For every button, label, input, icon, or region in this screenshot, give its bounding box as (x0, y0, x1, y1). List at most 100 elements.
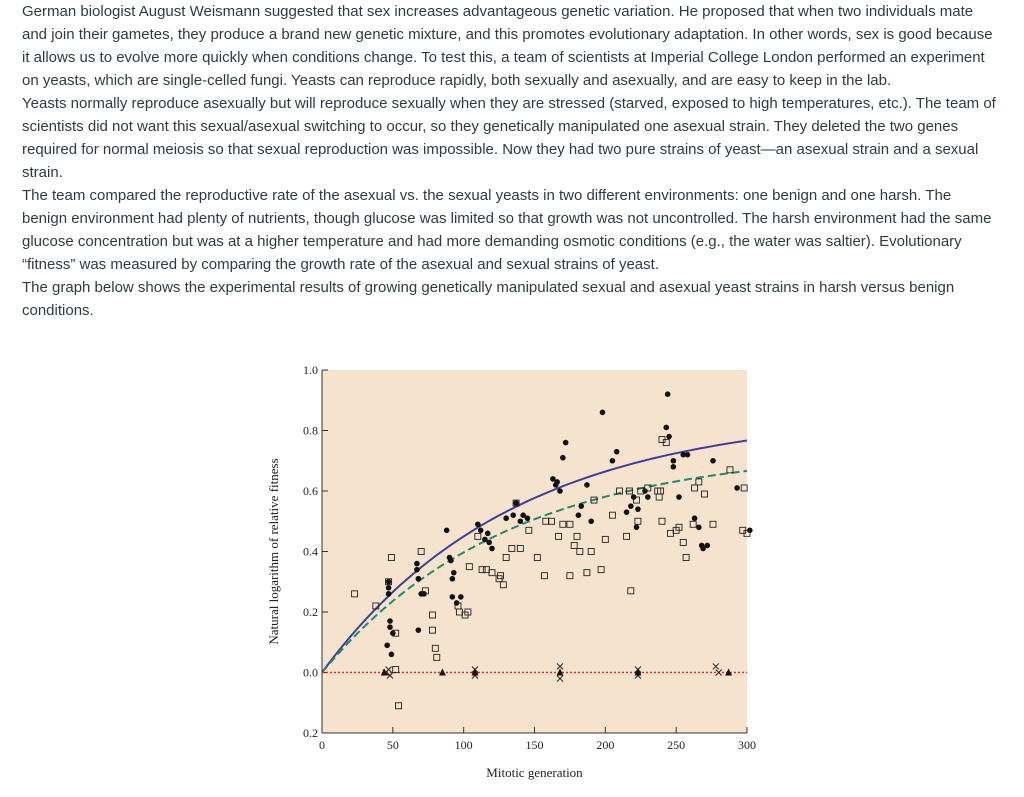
data-point-filled-circle (670, 464, 677, 470)
data-point-filled-circle (387, 618, 393, 624)
dashed-fit-curve (321, 469, 748, 674)
data-point-open-square (417, 548, 425, 555)
data-point-open-square (682, 554, 690, 561)
data-point-open-square (583, 569, 591, 577)
data-point-open-square (392, 666, 400, 673)
data-point-filled-circle (385, 591, 392, 597)
data-point-open-square (573, 532, 581, 540)
data-point-open-square (429, 611, 436, 619)
data-point-open-square (421, 587, 429, 595)
data-point-filled-circle (520, 512, 526, 518)
data-point-filled-circle (415, 627, 422, 633)
data-point-filled-circle (633, 524, 640, 531)
y-tick-label: 0.4 (303, 545, 318, 559)
data-point-open-square (351, 590, 359, 598)
data-point-open-square (431, 644, 439, 652)
data-point-filled-circle (450, 569, 457, 576)
paragraph-weismann: German biologist August Weismann suggest… (22, 3, 993, 89)
data-point-open-square (726, 466, 734, 474)
data-point-filled-circle (575, 512, 582, 518)
data-point-cross (385, 666, 392, 673)
data-point-filled-circle (484, 530, 491, 537)
x-tick-label: 100 (455, 738, 473, 752)
article-text: German biologist August Weismann suggest… (22, 0, 997, 322)
data-point-open-square (658, 517, 666, 525)
data-point-open-square (488, 569, 496, 577)
data-point-filled-circle (562, 439, 569, 446)
data-point-filled-triangle (438, 668, 446, 676)
data-point-filled-circle (550, 476, 556, 482)
data-point-filled-circle (623, 509, 630, 515)
y-tick-label: 0.2 (303, 605, 318, 619)
data-point-filled-circle (554, 479, 560, 485)
data-point-filled-circle (704, 542, 711, 549)
data-point-open-square (433, 653, 441, 661)
data-point-open-square (709, 520, 717, 528)
data-point-filled-circle (414, 566, 420, 573)
data-point-filled-circle (449, 575, 456, 582)
data-point-open-square (740, 484, 748, 492)
data-point-open-square (634, 517, 642, 525)
data-point-filled-circle (609, 457, 616, 464)
data-point-filled-circle (524, 515, 531, 522)
data-point-filled-circle (635, 506, 641, 512)
data-point-cross (386, 672, 394, 679)
data-point-open-square (392, 629, 400, 637)
data-point-open-square (625, 487, 633, 495)
solid-fit-curve (321, 439, 748, 674)
fit-lines (321, 439, 748, 674)
data-point-open-square (548, 517, 555, 525)
x-tick-label: 50 (387, 738, 399, 752)
data-point-filled-circle (670, 457, 677, 464)
data-point-filled-circle (560, 454, 566, 461)
data-point-open-square (608, 511, 616, 519)
data-point-filled-circle (448, 557, 454, 564)
data-point-open-square (644, 484, 652, 492)
data-point-cross (556, 675, 564, 682)
data-point-open-square (675, 523, 683, 531)
data-point-filled-triangle (725, 668, 733, 676)
data-point-filled-circle (710, 457, 716, 464)
x-axis-label: Mitotic generation (486, 765, 583, 780)
data-point-filled-circle (676, 494, 682, 500)
data-point-open-square (679, 538, 687, 546)
data-point-open-square (616, 487, 623, 495)
data-point-filled-circle (696, 524, 702, 531)
data-point-filled-triangle (380, 668, 388, 676)
data-point-filled-circle (666, 433, 672, 440)
plot-background (322, 370, 747, 733)
data-point-open-square (478, 566, 486, 574)
data-point-open-square (461, 611, 469, 619)
data-point-open-square (508, 545, 516, 552)
data-point-filled-circle (388, 651, 395, 658)
data-point-open-square (691, 484, 699, 492)
data-point-open-square (590, 496, 598, 504)
data-point-open-square (533, 554, 541, 561)
data-point-open-square (385, 578, 393, 586)
data-point-cross (715, 669, 723, 676)
data-point-filled-circle (664, 391, 671, 398)
data-point-open-square (465, 563, 473, 571)
data-point-filled-circle (477, 527, 484, 534)
data-point-open-square (395, 702, 402, 710)
data-point-filled-circle (613, 448, 620, 455)
x-tick-label: 250 (667, 738, 685, 752)
data-point-filled-circle (578, 503, 585, 509)
y-tick-label: 0.8 (303, 424, 318, 438)
y-tick-label: 0.6 (303, 484, 318, 498)
data-point-filled-circle (680, 451, 687, 458)
data-point-filled-circle (486, 539, 492, 546)
data-point-open-square (566, 520, 574, 528)
data-point-open-square (662, 439, 670, 447)
data-point-open-square (576, 548, 584, 555)
data-point-open-square (512, 499, 520, 507)
data-point-open-square (637, 487, 645, 495)
data-point-filled-circle (557, 488, 563, 494)
data-point-filled-circle (645, 494, 651, 500)
data-point-open-square (695, 478, 703, 486)
x-tick-label: 0 (319, 738, 325, 752)
data-point-open-square (474, 532, 482, 540)
x-tick-label: 150 (526, 738, 544, 752)
data-point-open-square (570, 542, 578, 549)
